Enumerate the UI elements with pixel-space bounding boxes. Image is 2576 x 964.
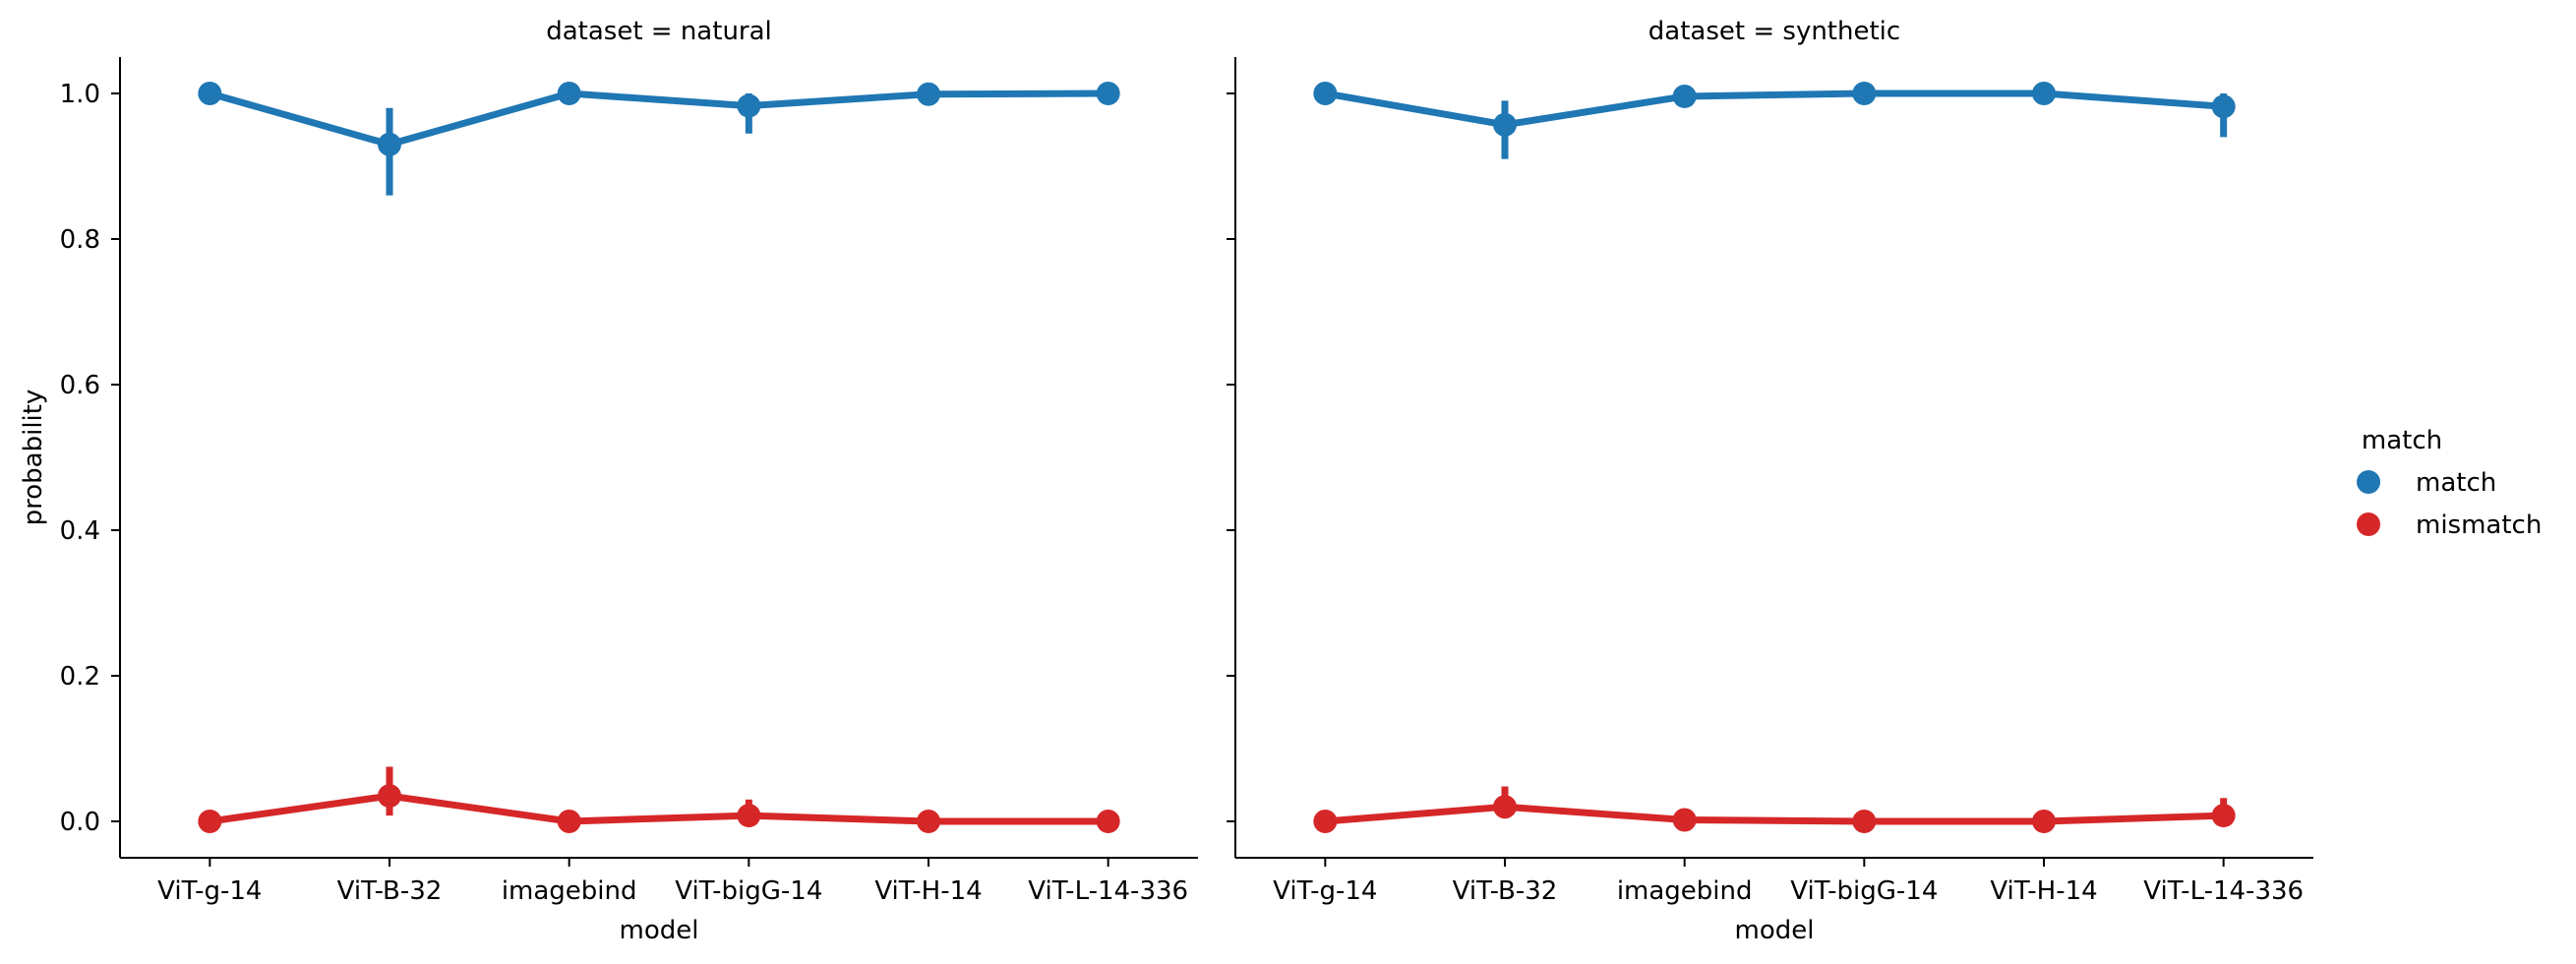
data-point-match (917, 82, 940, 106)
data-point-mismatch (917, 810, 940, 833)
data-point-mismatch (737, 804, 761, 828)
data-point-mismatch (1493, 795, 1517, 819)
x-tick-label: ViT-B-32 (337, 876, 443, 906)
legend-label: mismatch (2416, 511, 2542, 540)
x-tick-label: ViT-B-32 (1453, 876, 1558, 906)
data-point-match (557, 82, 581, 105)
series-line-match (1321, 90, 2228, 129)
y-tick-label: 0.0 (60, 808, 100, 837)
series-line-match (206, 90, 1112, 149)
data-point-mismatch (1096, 810, 1120, 833)
data-point-match (1852, 82, 1877, 105)
x-axis-label: model (1735, 916, 1815, 945)
y-tick-label: 1.0 (60, 80, 100, 109)
data-point-mismatch (557, 810, 581, 833)
data-point-mismatch (1313, 810, 1338, 833)
x-tick-label: ViT-g-14 (1273, 876, 1377, 906)
data-point-match (2211, 94, 2236, 119)
y-tick-label: 0.4 (60, 516, 100, 546)
data-point-mismatch (2032, 810, 2056, 833)
data-point-match (1493, 112, 1517, 137)
data-point-mismatch (1672, 808, 1697, 832)
legend-title: match (2362, 426, 2442, 455)
x-tick-label: ViT-bigG-14 (1790, 876, 1938, 906)
data-point-match (198, 82, 222, 105)
x-tick-label: ViT-L-14-336 (2143, 876, 2304, 906)
x-tick-label: ViT-L-14-336 (1028, 876, 1188, 906)
x-tick-label: imagebind (502, 876, 637, 906)
panel-title: dataset = natural (546, 17, 772, 46)
y-tick-label: 0.6 (60, 371, 100, 400)
x-tick-label: imagebind (1617, 876, 1753, 906)
legend-label: match (2416, 468, 2496, 498)
data-point-mismatch (378, 784, 401, 809)
y-axis-label: probability (19, 390, 48, 526)
data-point-match (2032, 82, 2056, 105)
data-point-mismatch (198, 810, 222, 833)
data-point-mismatch (1852, 810, 1877, 833)
legend-marker-mismatch (2357, 512, 2380, 536)
series-line-mismatch (1321, 803, 2228, 825)
panel-title: dataset = synthetic (1648, 17, 1900, 46)
x-tick-label: ViT-H-14 (874, 876, 982, 906)
data-point-match (1672, 84, 1697, 108)
legend-marker-match (2357, 470, 2380, 494)
x-tick-label: ViT-bigG-14 (675, 876, 822, 906)
data-point-match (378, 132, 401, 156)
series-line-mismatch (206, 792, 1112, 825)
y-tick-label: 0.2 (60, 662, 100, 692)
y-tick-label: 0.8 (60, 225, 100, 255)
data-point-mismatch (2211, 804, 2236, 828)
x-axis-label: model (620, 916, 699, 945)
x-tick-label: ViT-g-14 (157, 876, 262, 906)
data-point-match (1313, 82, 1338, 105)
data-point-match (737, 93, 761, 118)
data-point-match (1096, 82, 1120, 105)
x-tick-label: ViT-H-14 (1990, 876, 2097, 906)
